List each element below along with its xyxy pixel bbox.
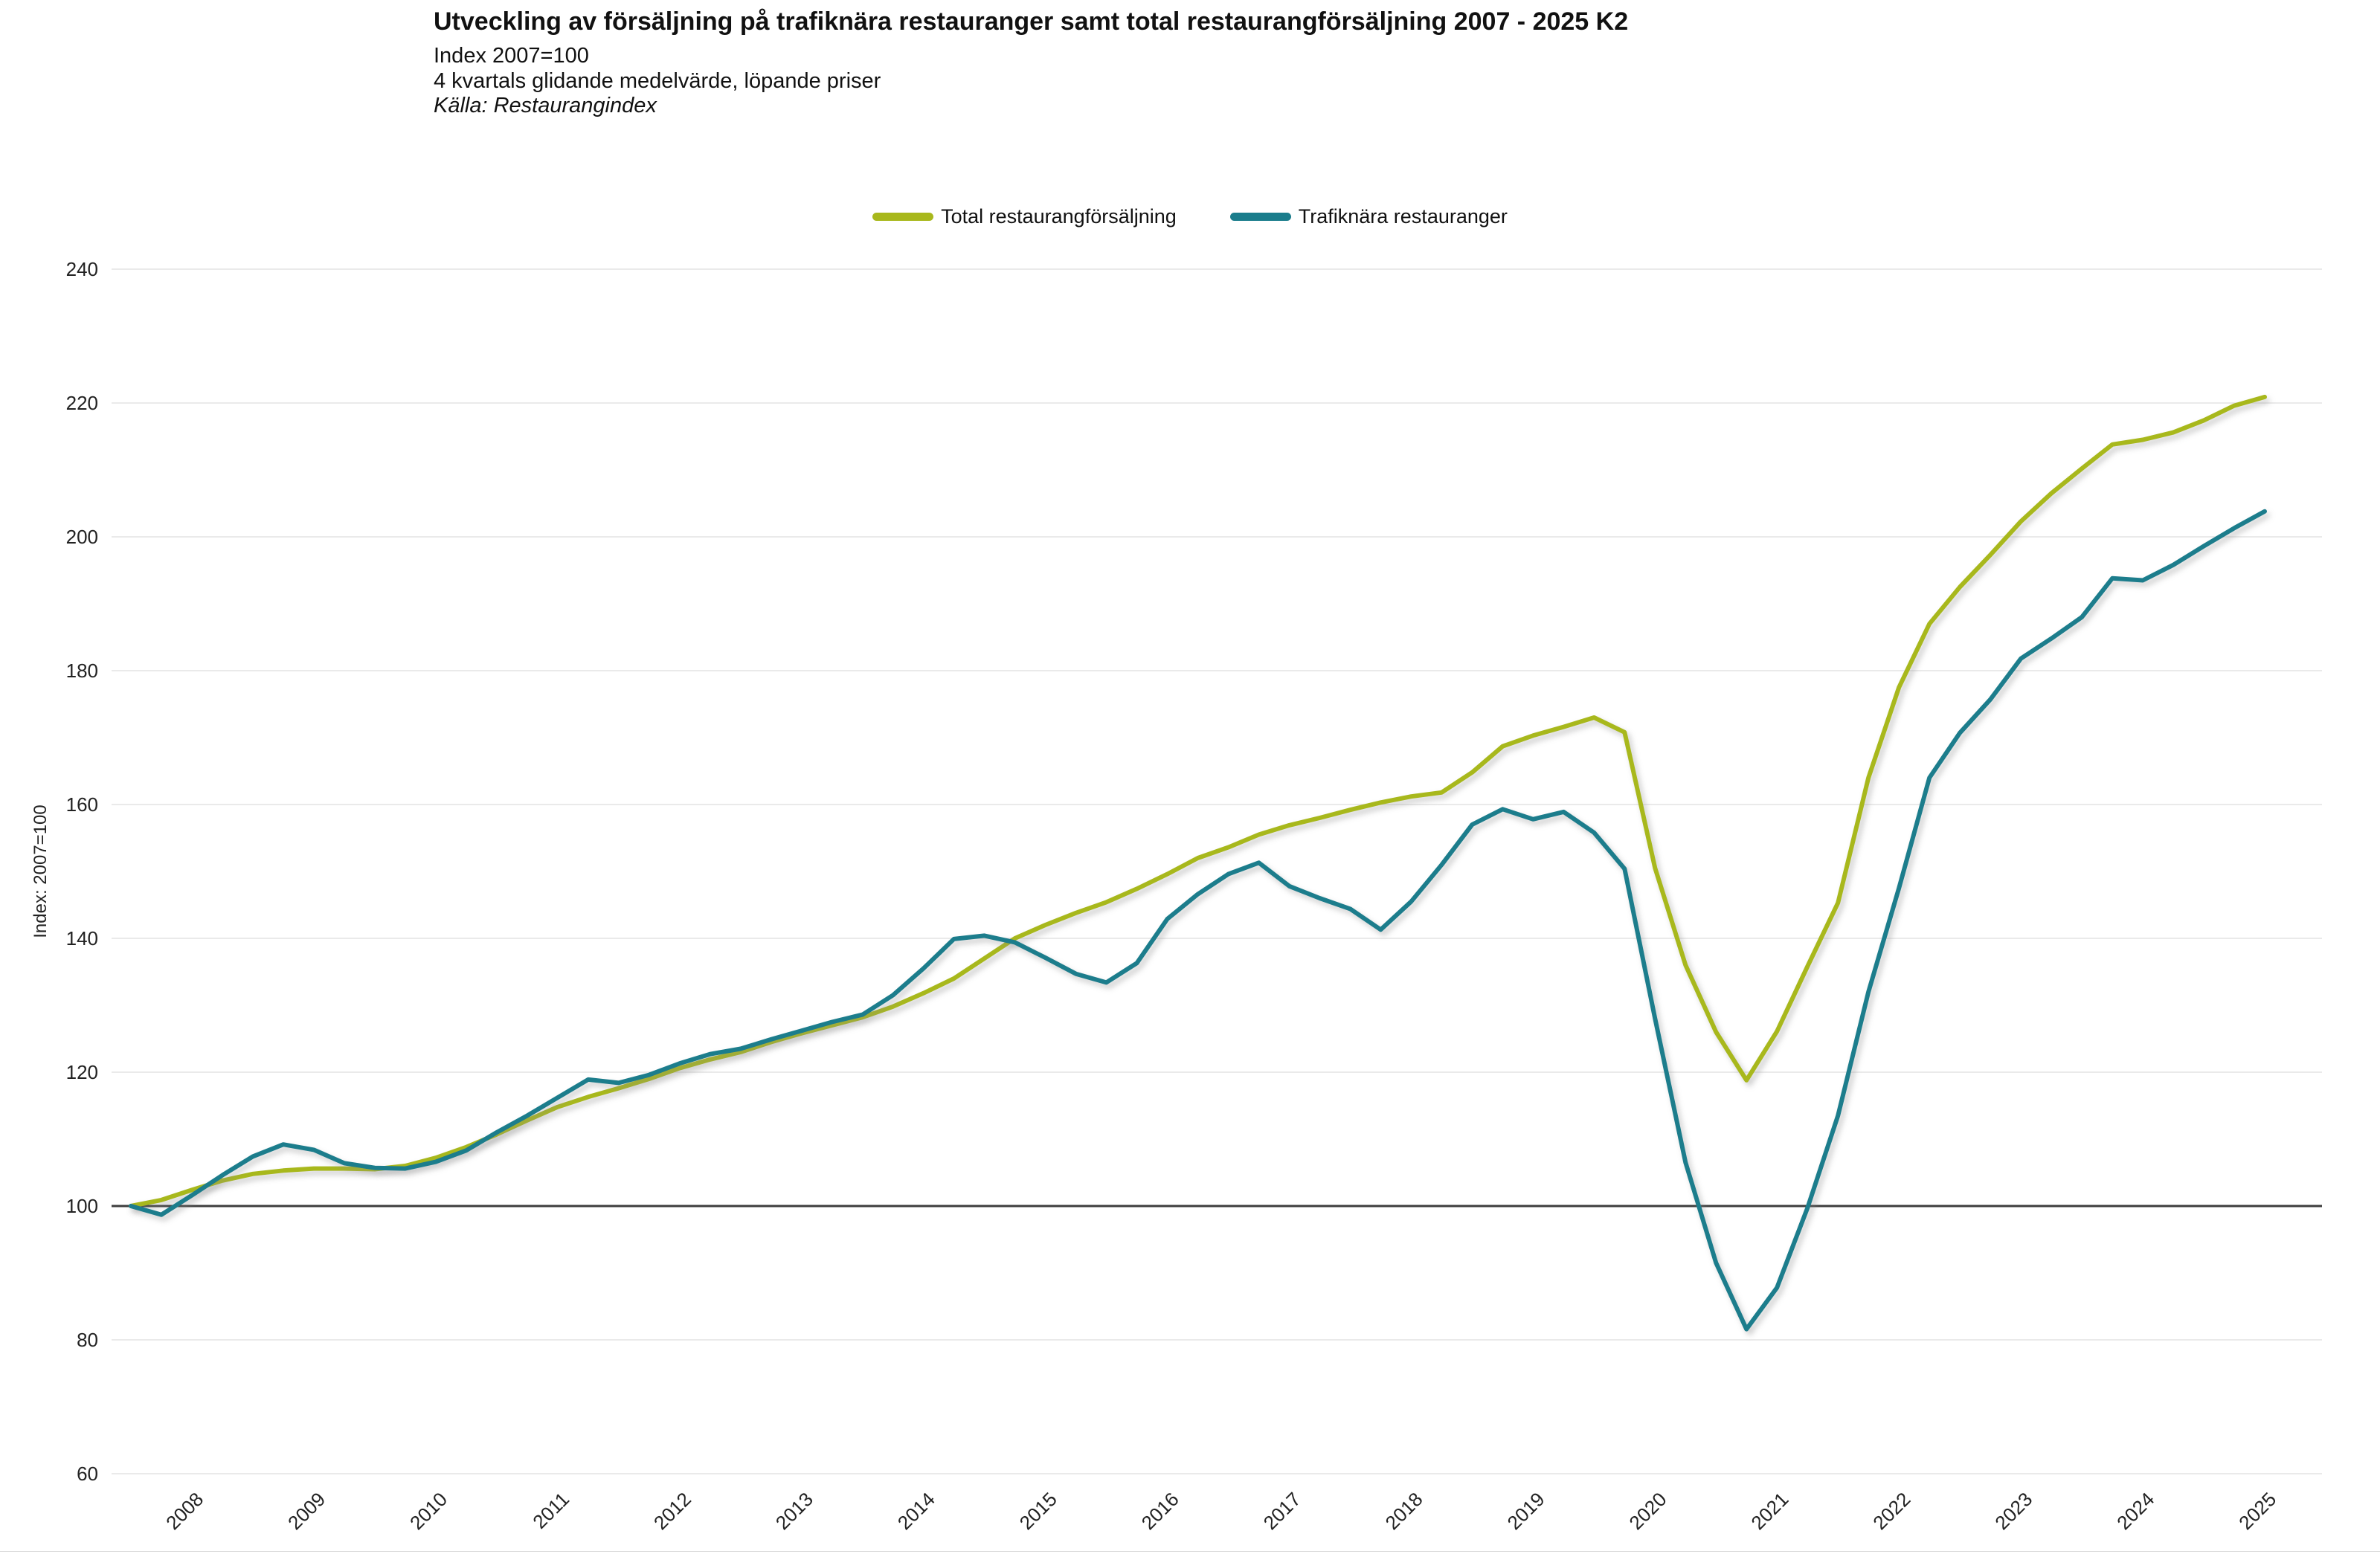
x-tick-label: 2014: [893, 1488, 939, 1534]
y-tick-label: 100: [66, 1195, 98, 1217]
series-lines: [129, 394, 2267, 1332]
x-tick-label: 2024: [2112, 1488, 2158, 1534]
x-tick-label: 2015: [1015, 1488, 1061, 1534]
x-tick-label: 2021: [1746, 1488, 1792, 1534]
legend-swatch-trafiknara-icon: [1229, 213, 1291, 221]
legend-swatch-total-icon: [872, 213, 934, 221]
chart-subtitle-index: Index 2007=100: [434, 44, 589, 68]
chart-subtitle-method: 4 kvartals glidande medelvärde, löpande …: [434, 68, 881, 93]
chart-source: Källa: Restaurangindex: [434, 94, 657, 118]
y-tick-label: 160: [66, 793, 98, 816]
y-tick-label: 240: [66, 258, 98, 280]
legend: Total restaurangförsäljning Trafiknära r…: [0, 205, 2380, 228]
x-axis-tick-labels: 2008 2009 2010 2011 2012 2013 2014 2015 2016 2017…: [161, 1488, 2280, 1534]
x-tick-label: 2020: [1624, 1488, 1670, 1534]
x-tick-label: 2023: [1990, 1488, 2036, 1534]
y-tick-label: 180: [66, 660, 98, 682]
x-tick-label: 2008: [161, 1488, 208, 1534]
x-tick-label: 2010: [405, 1488, 451, 1534]
x-tick-label: 2025: [2234, 1488, 2280, 1534]
x-tick-label: 2016: [1137, 1488, 1183, 1534]
x-tick-label: 2013: [771, 1488, 817, 1534]
x-tick-label: 2018: [1381, 1488, 1427, 1534]
legend-item-total: Total restaurangförsäljning: [872, 205, 1177, 228]
legend-label-trafiknara: Trafiknära restauranger: [1298, 205, 1508, 228]
x-tick-label: 2011: [528, 1488, 573, 1533]
chart-title: Utveckling av försäljning på trafiknära …: [434, 7, 1629, 36]
y-tick-label: 200: [66, 526, 98, 548]
y-axis-title: Index: 2007=100: [30, 805, 51, 938]
y-tick-label: 60: [77, 1463, 98, 1485]
y-axis-tick-labels: 60 80 100 120 140 160 180 200 220 240: [66, 258, 98, 1485]
legend-label-total: Total restaurangförsäljning: [941, 205, 1177, 228]
y-gridlines: [112, 268, 2322, 1474]
chart-header: Utveckling av försäljning på trafiknära …: [434, 7, 1628, 119]
y-tick-label: 140: [66, 927, 98, 950]
x-tick-label: 2012: [649, 1488, 695, 1534]
y-tick-label: 120: [66, 1061, 98, 1083]
legend-item-trafiknara: Trafiknära restauranger: [1229, 205, 1508, 228]
x-tick-label: 2017: [1259, 1488, 1305, 1534]
x-tick-label: 2009: [283, 1488, 329, 1534]
x-tick-label: 2022: [1868, 1488, 1914, 1534]
x-tick-label: 2019: [1502, 1488, 1548, 1534]
y-tick-label: 80: [77, 1329, 98, 1351]
series-line-total: [129, 394, 2267, 1208]
series-line-trafiknara: [129, 509, 2267, 1332]
y-tick-label: 220: [66, 392, 98, 414]
bottom-border-line: [0, 1551, 2380, 1552]
